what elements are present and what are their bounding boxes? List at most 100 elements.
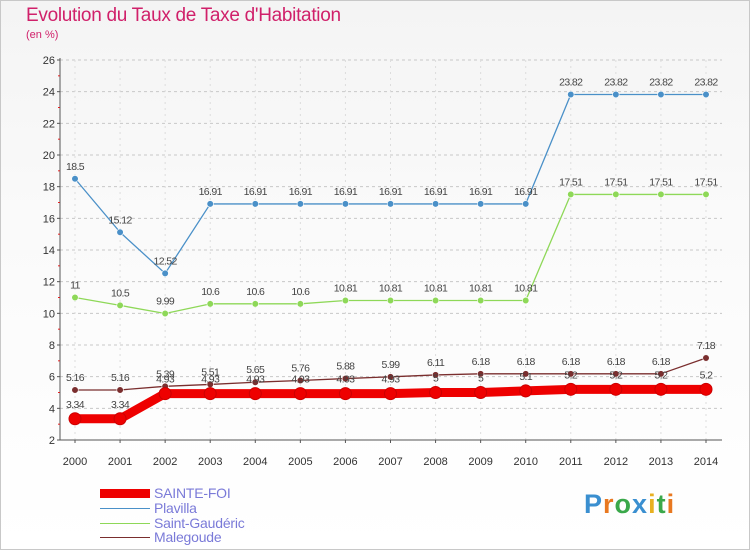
- data-label: 11: [70, 280, 80, 292]
- data-point: [477, 370, 485, 378]
- data-label: 18.5: [66, 161, 85, 173]
- x-tick-label: 2003: [198, 456, 222, 468]
- legend-item-malegoude: Malegoude: [100, 529, 222, 545]
- data-label: 4.93: [156, 374, 175, 386]
- data-point: [609, 382, 623, 396]
- data-label: 10.6: [246, 286, 265, 298]
- data-point: [386, 200, 395, 208]
- x-tick-label: 2010: [513, 456, 537, 468]
- y-tick-label: 22: [43, 118, 55, 130]
- data-point: [158, 387, 172, 401]
- data-label: 10.81: [424, 283, 448, 295]
- data-point: [702, 354, 710, 362]
- data-label: 10.6: [201, 286, 220, 298]
- x-tick-label: 2013: [649, 456, 673, 468]
- data-label: 6.18: [562, 356, 581, 368]
- data-label: 5.2: [609, 369, 623, 381]
- data-label: 10.81: [379, 283, 403, 295]
- x-tick-label: 2002: [153, 456, 177, 468]
- data-point: [341, 296, 350, 305]
- legend-item-plavilla: Plavilla: [100, 501, 197, 515]
- data-label: 16.91: [334, 186, 358, 198]
- data-point: [71, 175, 79, 183]
- data-point: [431, 371, 440, 379]
- data-point: [71, 386, 79, 394]
- data-label: 5.2: [564, 369, 578, 381]
- legend-label: Plavilla: [154, 500, 197, 516]
- data-label: 17.51: [559, 176, 583, 188]
- data-point: [522, 370, 530, 378]
- data-label: 16.91: [289, 186, 313, 198]
- legend-label: Malegoude: [154, 529, 222, 545]
- x-tick-label: 2009: [468, 456, 492, 468]
- data-label: 6.18: [517, 356, 536, 368]
- data-point: [522, 200, 530, 208]
- data-point: [567, 370, 575, 378]
- y-tick-label: 12: [43, 277, 55, 289]
- legend-swatch-sainte-foi: [100, 488, 150, 498]
- data-point: [657, 370, 665, 378]
- data-label: 4.93: [246, 374, 265, 386]
- data-point: [116, 228, 124, 236]
- data-label: 4.93: [381, 374, 400, 386]
- data-point: [519, 384, 533, 398]
- data-point: [113, 412, 127, 426]
- y-tick-label: 24: [43, 87, 55, 99]
- data-label: 4.93: [291, 374, 310, 386]
- data-point: [477, 296, 485, 305]
- data-point: [477, 200, 485, 208]
- y-tick-label: 14: [43, 245, 55, 257]
- data-label: 16.91: [424, 186, 448, 198]
- data-label: 5.2: [655, 369, 669, 381]
- data-label: 16.91: [199, 186, 223, 198]
- data-point: [71, 293, 79, 302]
- data-point: [293, 387, 307, 401]
- data-label: 10.5: [111, 287, 130, 299]
- chart-subtitle: (en %): [26, 29, 59, 41]
- data-point: [116, 301, 124, 310]
- data-point: [338, 387, 352, 401]
- x-tick-label: 2005: [288, 456, 312, 468]
- data-point: [699, 382, 713, 396]
- data-point: [702, 90, 710, 99]
- data-point: [386, 296, 395, 305]
- data-label: 16.91: [379, 186, 403, 198]
- data-label: 7.18: [697, 340, 716, 352]
- data-point: [203, 387, 217, 401]
- data-label: 5.51: [201, 366, 220, 378]
- data-point: [296, 376, 304, 385]
- data-point: [567, 90, 575, 99]
- y-tick-label: 16: [43, 213, 55, 225]
- x-tick-label: 2000: [63, 456, 87, 468]
- legend-label: Saint-Gaudéric: [154, 515, 245, 531]
- data-label: 10.81: [334, 283, 358, 295]
- data-point: [657, 190, 665, 199]
- y-tick-label: 4: [49, 403, 55, 415]
- data-label: 5.39: [156, 368, 175, 380]
- data-label: 5.16: [111, 372, 130, 384]
- data-label: 5.76: [291, 362, 310, 374]
- proxiti-logo: Proxiti: [584, 489, 676, 519]
- data-point: [564, 382, 578, 396]
- legend-item-sainte-foi: SAINTE-FOI: [100, 486, 231, 500]
- data-label: 4.93: [201, 374, 220, 386]
- data-point: [206, 200, 214, 208]
- data-label: 23.82: [559, 77, 583, 89]
- data-label: 9.99: [156, 295, 175, 307]
- data-point: [384, 387, 397, 401]
- data-label: 3.34: [111, 399, 130, 411]
- data-label: 5.1: [519, 371, 533, 383]
- y-tick-label: 18: [43, 182, 55, 194]
- data-label: 17.51: [649, 176, 673, 188]
- data-label: 10.6: [291, 286, 310, 298]
- data-point: [431, 200, 440, 208]
- data-point: [251, 200, 259, 208]
- x-tick-label: 2007: [378, 456, 402, 468]
- data-label: 6.18: [652, 356, 671, 368]
- y-tick-label: 26: [43, 55, 55, 67]
- data-point: [116, 386, 124, 394]
- data-label: 6.18: [472, 356, 491, 368]
- data-label: 4.93: [336, 374, 355, 386]
- data-label: 5.88: [336, 361, 355, 373]
- legend-swatch-saint-gauderic: [100, 522, 150, 524]
